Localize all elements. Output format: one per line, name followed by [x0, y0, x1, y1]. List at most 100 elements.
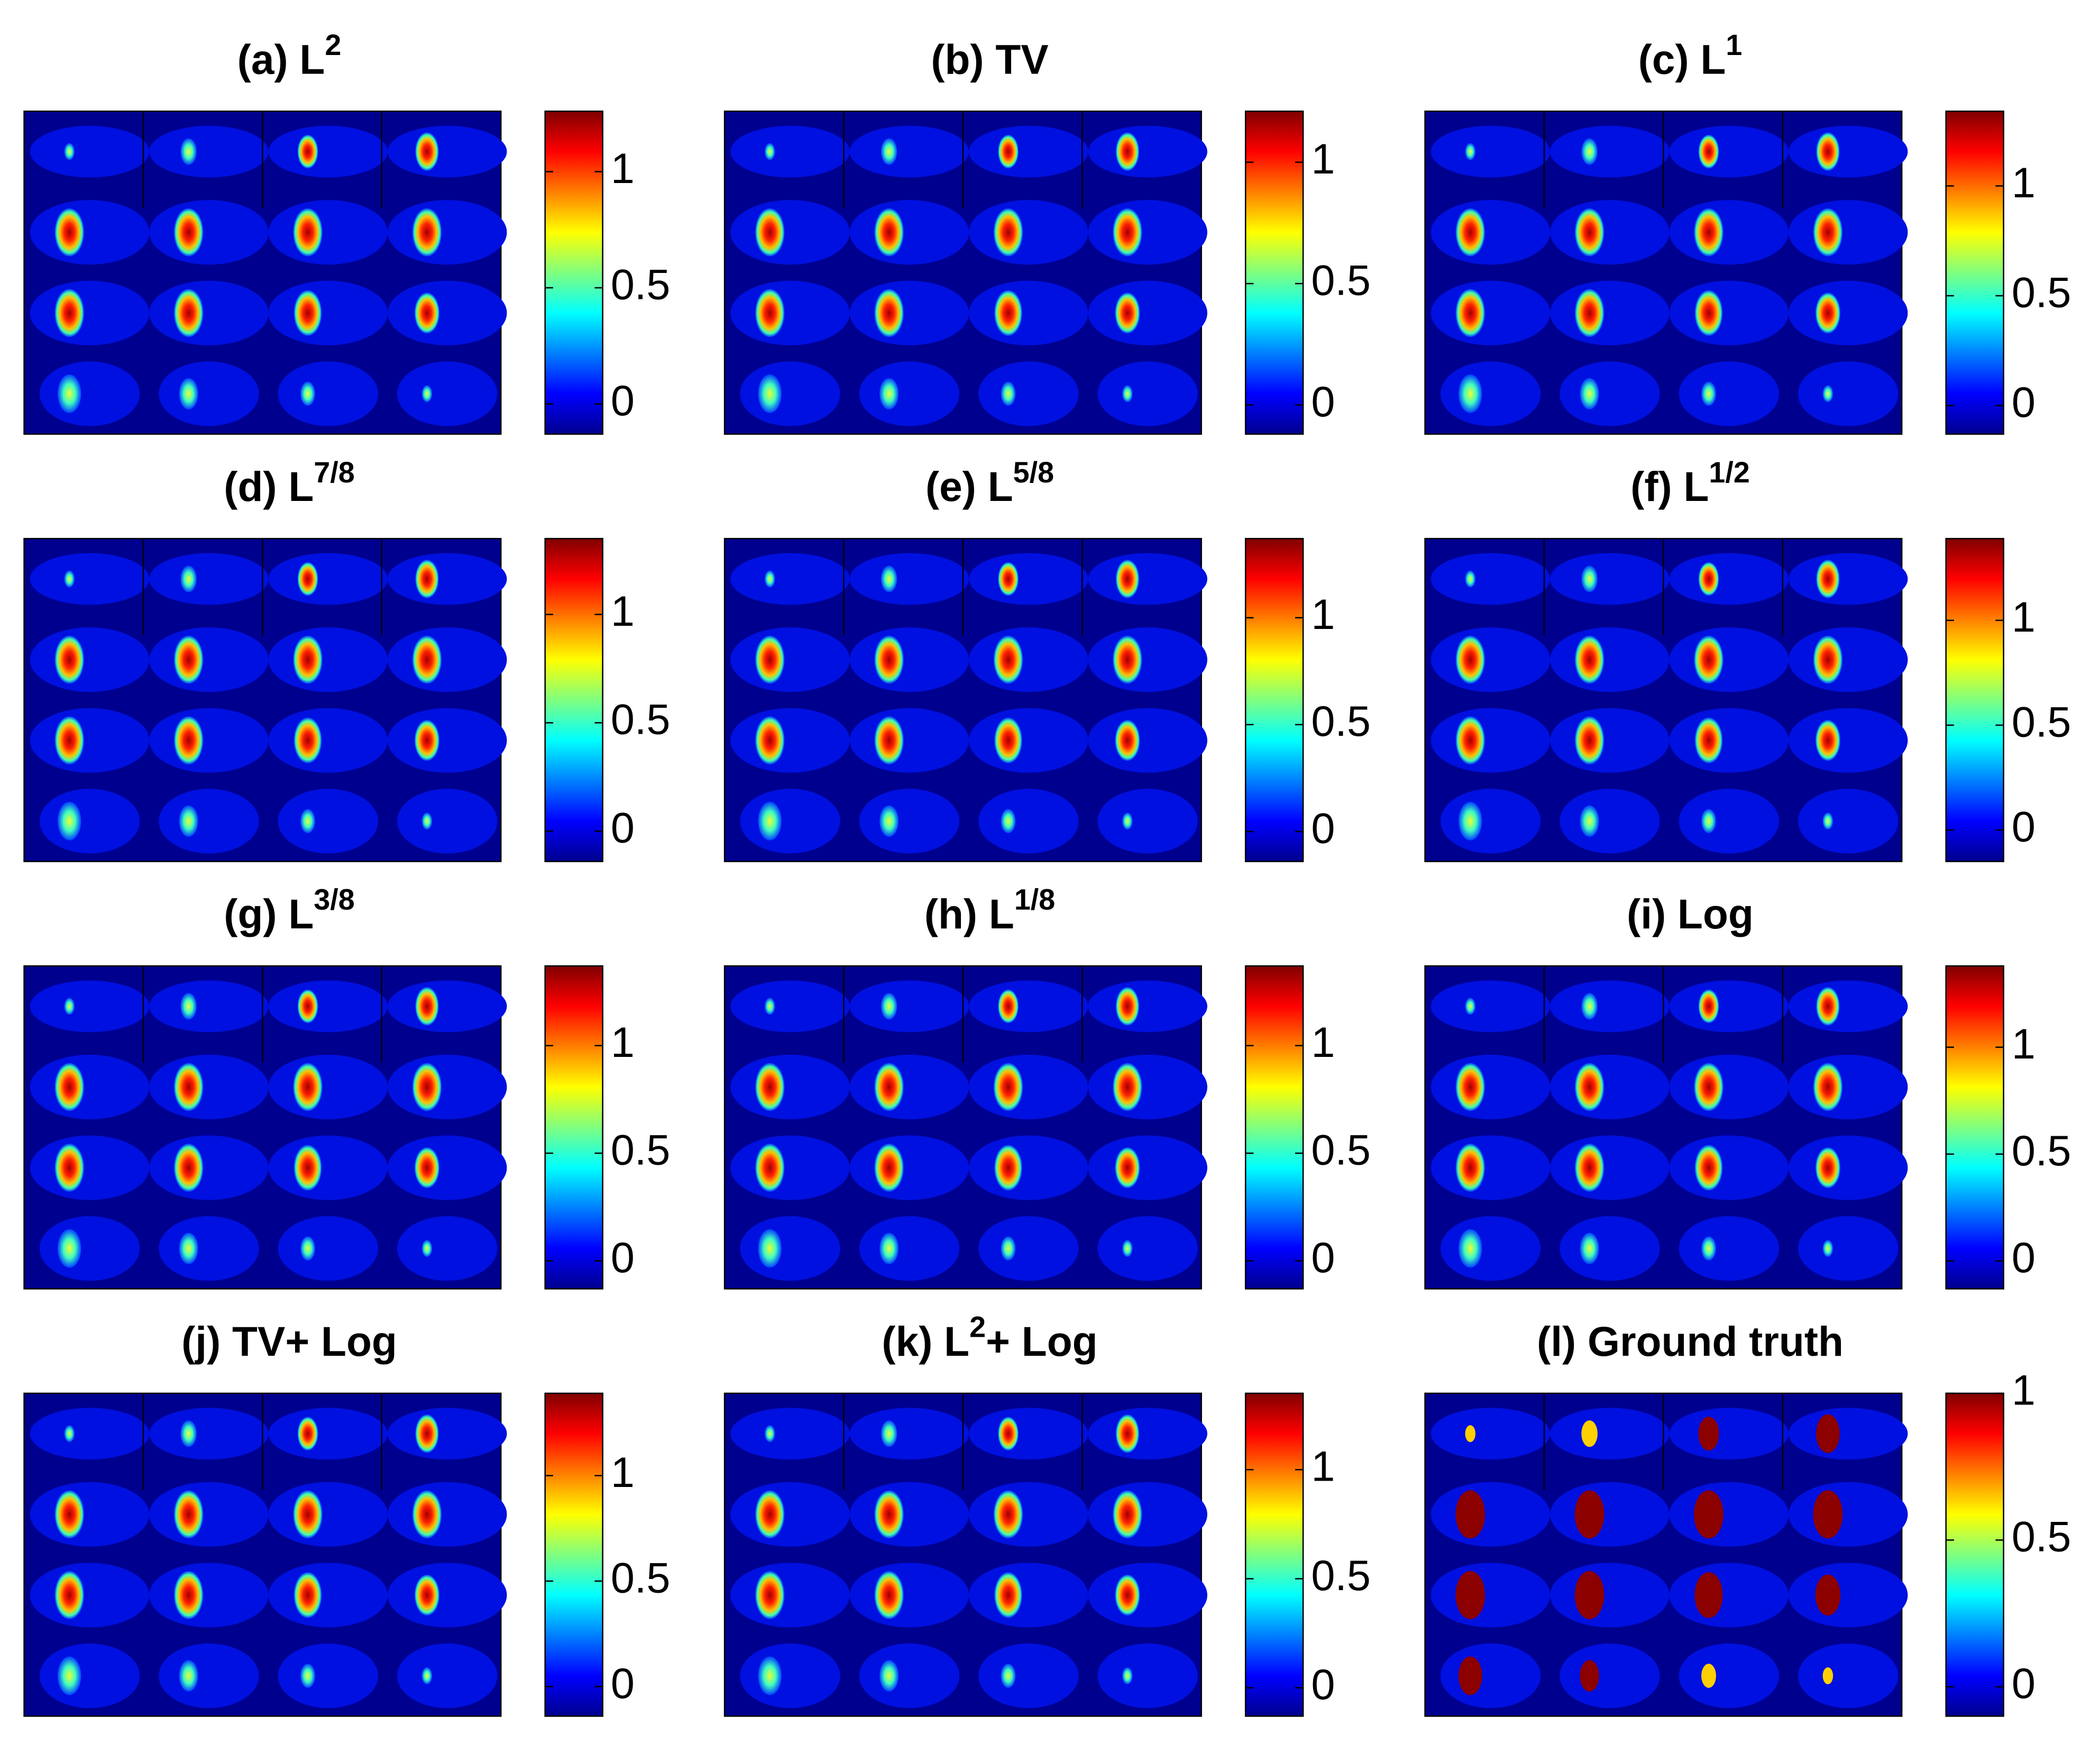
body-slice: [1430, 708, 1551, 773]
colorbar-tick-label: 0.5: [1311, 257, 1371, 305]
image-panel: [1424, 965, 1908, 1290]
blob: [1581, 993, 1598, 1020]
body-slice: [1669, 980, 1789, 1033]
colorbar-tick-label: 0: [611, 377, 635, 425]
blob: [54, 635, 85, 684]
blob: [993, 1490, 1023, 1539]
body-slice: [969, 627, 1088, 692]
blob: [755, 716, 785, 765]
blob: [1698, 989, 1719, 1024]
body-slice: [730, 280, 850, 345]
blob: [1694, 1145, 1723, 1191]
blob: [1694, 635, 1723, 684]
blob: [764, 143, 775, 160]
title-text: (i) Log: [1627, 891, 1754, 937]
body-slice: [740, 1216, 840, 1281]
blob: [1455, 635, 1485, 684]
blob: [1465, 143, 1476, 160]
body-slice: [268, 200, 388, 265]
body-slice: [730, 1563, 850, 1628]
body-slice: [278, 1643, 379, 1708]
body-slice: [149, 553, 269, 605]
colorbar-tick-label: 1: [2012, 594, 2035, 641]
blob: [173, 1063, 204, 1111]
body-slice: [1088, 1054, 1207, 1119]
image-panel: [723, 965, 1207, 1290]
body-slice: [740, 789, 840, 854]
blob: [1701, 1664, 1716, 1688]
blob: [874, 1571, 904, 1619]
body-slice: [149, 1482, 269, 1547]
title-text: (b) TV: [931, 36, 1048, 83]
blob: [994, 1145, 1023, 1191]
colorbar: [1945, 965, 2004, 1290]
blob: [1816, 559, 1840, 598]
blob: [1701, 809, 1716, 834]
blob: [1580, 378, 1599, 409]
blob: [879, 1660, 899, 1692]
title-text: (g) L: [224, 891, 314, 937]
body-slice: [268, 1408, 388, 1460]
body-slice: [1789, 708, 1908, 773]
title-superscript: 7/8: [314, 456, 354, 489]
body-slice: [1789, 1135, 1908, 1200]
colorbar-tick-label: 0.5: [611, 261, 671, 308]
colorbar-tick-label: 0: [611, 1660, 635, 1708]
colorbar: [1244, 537, 1304, 862]
blob: [1115, 132, 1140, 171]
blob: [293, 1063, 323, 1111]
body-slice: [159, 1216, 259, 1281]
body-slice: [730, 125, 850, 178]
body-slice: [278, 361, 379, 426]
body-slice: [1789, 1563, 1908, 1628]
blob: [874, 1490, 904, 1539]
body-slice: [1550, 200, 1670, 265]
body-slice: [1550, 1563, 1670, 1628]
body-slice: [149, 1054, 269, 1119]
image-panel: [1424, 111, 1908, 435]
body-slice: [969, 200, 1088, 265]
body-slice: [1669, 1563, 1789, 1628]
title-suffix: + Log: [986, 1318, 1098, 1365]
body-slice: [1669, 1135, 1789, 1200]
blob: [1701, 1236, 1716, 1261]
body-slice: [849, 200, 969, 265]
body-slice: [149, 1408, 269, 1460]
body-slice: [1430, 1563, 1551, 1628]
body-slice: [730, 1135, 850, 1200]
title-text: (d) L: [224, 463, 314, 510]
blob: [1813, 1063, 1843, 1111]
blob: [1581, 565, 1598, 592]
title-text: (h) L: [924, 891, 1014, 937]
blob: [1816, 987, 1840, 1026]
body-slice: [149, 1135, 269, 1200]
body-slice: [1789, 1054, 1908, 1119]
body-slice: [1789, 125, 1908, 178]
body-slice: [1097, 789, 1198, 854]
body-slice: [1550, 1135, 1670, 1200]
body-slice: [1550, 553, 1670, 605]
colorbar-tick-label: 1: [1311, 1019, 1335, 1066]
panel-title: (i) Log: [1627, 891, 1754, 937]
colorbar-tick-label: 0: [1311, 378, 1335, 426]
blob: [874, 635, 904, 684]
blob: [54, 1063, 85, 1111]
blob: [1574, 1490, 1604, 1539]
blob: [1001, 381, 1016, 406]
blob: [179, 1233, 198, 1264]
blob: [1113, 208, 1142, 257]
blob: [1698, 134, 1719, 169]
blob: [998, 134, 1019, 169]
blob: [1580, 805, 1599, 837]
blob: [414, 1147, 440, 1189]
body-slice: [30, 1408, 150, 1460]
blob: [1815, 1574, 1841, 1616]
blob: [1813, 635, 1843, 684]
title-superscript: 5/8: [1013, 456, 1054, 489]
body-slice: [969, 280, 1088, 345]
blob: [764, 570, 775, 588]
body-slice: [730, 627, 850, 692]
blob: [54, 1143, 85, 1192]
body-slice: [969, 125, 1088, 178]
body-slice: [1430, 280, 1551, 345]
